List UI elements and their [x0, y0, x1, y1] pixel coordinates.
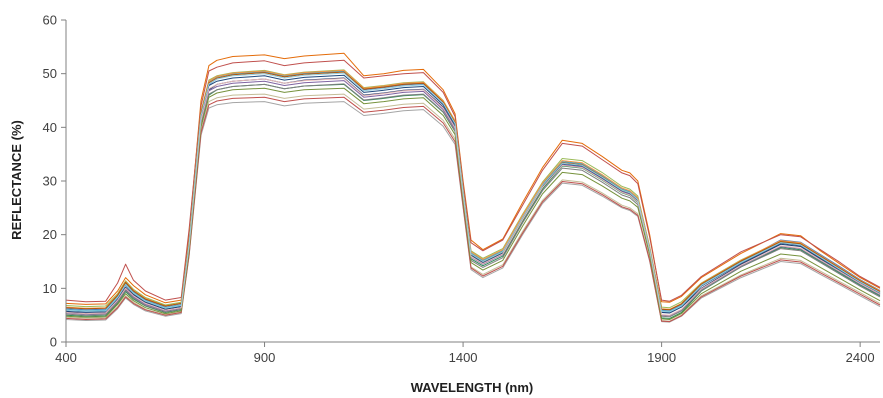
series-line-7: [65, 80, 881, 317]
y-tick-label: 60: [43, 13, 57, 28]
series-line-13: [65, 96, 881, 323]
series-line-6: [65, 69, 881, 309]
x-tick-label: 1900: [647, 350, 676, 365]
x-tick-label: 1400: [449, 350, 478, 365]
series-line-4: [65, 71, 881, 311]
series-lines: [65, 52, 881, 323]
y-ticks: 0 10 20 30 40 50 60: [43, 13, 66, 350]
y-tick-label: 0: [50, 335, 57, 350]
x-ticks: 400 900 1400 1900 2400: [55, 342, 875, 365]
series-line-10: [65, 83, 881, 318]
series-line-11: [65, 101, 881, 323]
x-tick-label: 400: [55, 350, 77, 365]
series-line-12: [65, 93, 881, 322]
series-line-17: [65, 78, 881, 316]
series-line-15: [65, 87, 881, 320]
x-tick-label: 900: [254, 350, 276, 365]
series-line-2: [65, 59, 881, 303]
y-tick-label: 10: [43, 281, 57, 296]
y-tick-label: 20: [43, 227, 57, 242]
series-line-8: [65, 70, 881, 312]
y-tick-label: 50: [43, 66, 57, 81]
x-tick-label: 2400: [846, 350, 875, 365]
series-line-5: [65, 83, 881, 319]
series-line-14: [65, 74, 881, 313]
series-line-16: [65, 71, 881, 311]
series-line-18: [65, 72, 881, 313]
y-tick-label: 40: [43, 120, 57, 135]
series-line-3: [65, 77, 881, 314]
y-axis-label: REFLECTANCE (%): [9, 120, 24, 240]
y-tick-label: 30: [43, 174, 57, 189]
series-line-9: [65, 69, 881, 310]
x-axis-label: WAVELENGTH (nm): [411, 380, 534, 395]
